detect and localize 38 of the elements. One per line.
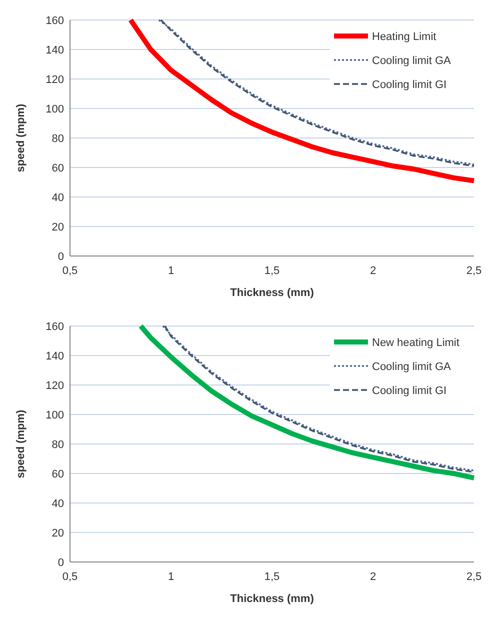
y-tick-label: 0	[58, 250, 64, 263]
y-tick-label: 0	[58, 556, 64, 569]
legend-label: Cooling limit GA	[372, 360, 452, 373]
legend-label: Cooling limit GA	[372, 54, 452, 67]
x-tick-label: 2	[370, 571, 376, 583]
x-tick-label: 1,5	[264, 265, 280, 277]
y-tick-label: 20	[52, 527, 64, 540]
x-axis-title: Thickness (mm)	[230, 287, 314, 299]
y-tick-label: 120	[46, 380, 64, 392]
x-tick-label: 2	[370, 265, 376, 277]
y-axis-title: speed (mpm)	[15, 103, 27, 172]
x-axis-title: Thickness (mm)	[230, 593, 314, 605]
y-tick-label: 100	[46, 409, 64, 422]
x-tick-label: 0,5	[62, 265, 78, 277]
y-tick-label: 20	[52, 221, 64, 234]
y-tick-label: 80	[52, 132, 64, 145]
legend-label: Cooling limit GI	[372, 384, 447, 397]
x-tick-label: 1	[168, 265, 174, 277]
y-tick-label: 80	[52, 438, 64, 451]
y-tick-label: 140	[46, 350, 64, 362]
y-tick-label: 140	[46, 44, 64, 56]
x-tick-label: 2,5	[466, 571, 482, 583]
legend-label: Heating Limit	[372, 30, 436, 43]
x-tick-label: 1,5	[264, 571, 280, 583]
legend-label: Cooling limit GI	[372, 78, 447, 91]
x-tick-label: 2,5	[466, 265, 482, 277]
y-tick-label: 160	[46, 14, 64, 27]
x-tick-label: 0,5	[62, 571, 78, 583]
legend-label: New heating Limit	[372, 336, 460, 349]
y-tick-label: 160	[46, 320, 64, 333]
y-tick-label: 100	[46, 103, 64, 116]
y-tick-label: 40	[52, 498, 64, 510]
y-tick-label: 120	[46, 74, 64, 86]
x-tick-label: 1	[168, 571, 174, 583]
y-tick-label: 60	[52, 162, 64, 174]
y-tick-label: 60	[52, 468, 64, 480]
y-tick-label: 40	[52, 192, 64, 204]
y-axis-title: speed (mpm)	[15, 409, 27, 478]
